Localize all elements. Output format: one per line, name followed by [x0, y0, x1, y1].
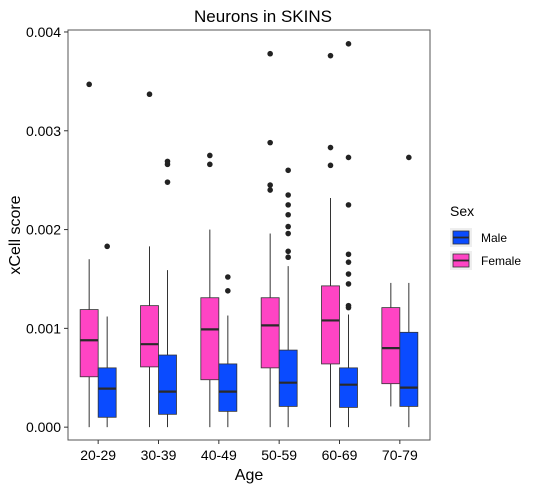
box-male-40-49: [218, 274, 238, 428]
box-iqr: [218, 363, 238, 412]
outlier-point: [146, 91, 153, 98]
outlier-point: [285, 192, 291, 198]
outlier-point: [285, 211, 291, 218]
legend-label-male: Male: [481, 231, 507, 245]
outlier-point: [86, 81, 92, 88]
box-female-70-79: [381, 282, 401, 407]
outlier-point: [207, 161, 213, 168]
legend: Sex Male Female: [450, 203, 521, 270]
box-female-60-69: [321, 52, 340, 428]
x-tick-label: 60-69: [322, 447, 358, 463]
box-iqr: [97, 367, 117, 418]
box-iqr: [140, 305, 159, 368]
x-tick-label: 70-79: [382, 447, 418, 463]
outlier-point: [345, 251, 352, 258]
outlier-point: [345, 304, 352, 311]
box-iqr: [260, 297, 280, 369]
outlier-point: [327, 52, 334, 59]
outlier-point: [345, 259, 352, 265]
outlier-point: [225, 274, 231, 280]
box-iqr: [399, 331, 419, 407]
box-male-50-59: [278, 167, 298, 428]
outlier-point: [285, 223, 291, 230]
outlier-point: [104, 243, 110, 250]
outlier-point: [267, 139, 273, 146]
outlier-point: [285, 248, 291, 255]
box-iqr: [381, 307, 401, 385]
y-axis: 0.000 0.001 0.002 0.003 0.004: [26, 24, 68, 435]
outlier-point: [207, 152, 213, 159]
x-axis: 20-29 30-39 40-49 50-59 60-69 70-79: [80, 440, 418, 463]
box-iqr: [339, 367, 358, 408]
x-tick-label: 50-59: [261, 447, 297, 463]
y-axis-title: xCell score: [7, 195, 24, 274]
outlier-point: [285, 254, 291, 261]
outlier-point: [164, 179, 171, 185]
outlier-point: [345, 281, 352, 287]
box-female-30-39: [140, 91, 159, 428]
outlier-point: [285, 167, 291, 174]
box-male-30-39: [158, 158, 177, 428]
x-axis-title: Age: [235, 467, 264, 484]
chart-title: Neurons in SKINS: [194, 7, 332, 26]
outlier-point: [285, 230, 291, 237]
outlier-point: [327, 144, 334, 151]
box-male-70-79: [399, 154, 419, 428]
plot-panel: [67, 29, 431, 441]
box-female-40-49: [200, 152, 220, 428]
outlier-point: [225, 288, 231, 294]
box-female-20-29: [79, 81, 99, 428]
box-iqr: [158, 354, 177, 415]
outlier-point: [345, 202, 352, 208]
box-iqr: [79, 309, 99, 378]
y-tick-label: 0.002: [26, 222, 61, 238]
box-iqr: [321, 285, 340, 365]
outlier-point: [164, 161, 171, 168]
outlier-point: [406, 154, 412, 161]
box-male-60-69: [339, 41, 358, 428]
box-iqr: [278, 349, 298, 407]
y-tick-label: 0.001: [26, 320, 61, 336]
outlier-point: [267, 50, 273, 57]
box-series-group: [79, 41, 419, 428]
box-iqr: [200, 297, 220, 381]
x-tick-label: 30-39: [141, 447, 177, 463]
y-tick-label: 0.004: [26, 24, 61, 40]
outlier-point: [345, 154, 352, 161]
outlier-point: [327, 162, 334, 169]
y-tick-label: 0.000: [26, 419, 61, 435]
outlier-point: [345, 41, 352, 47]
outlier-point: [267, 182, 273, 188]
outlier-point: [285, 202, 291, 208]
box-female-50-59: [260, 50, 280, 428]
x-tick-label: 40-49: [201, 447, 237, 463]
box-male-20-29: [97, 243, 117, 428]
y-tick-label: 0.003: [26, 123, 61, 139]
legend-label-female: Female: [481, 254, 521, 268]
x-tick-label: 20-29: [80, 447, 116, 463]
legend-title: Sex: [450, 203, 474, 219]
outlier-point: [345, 271, 352, 277]
outlier-point: [267, 187, 273, 193]
